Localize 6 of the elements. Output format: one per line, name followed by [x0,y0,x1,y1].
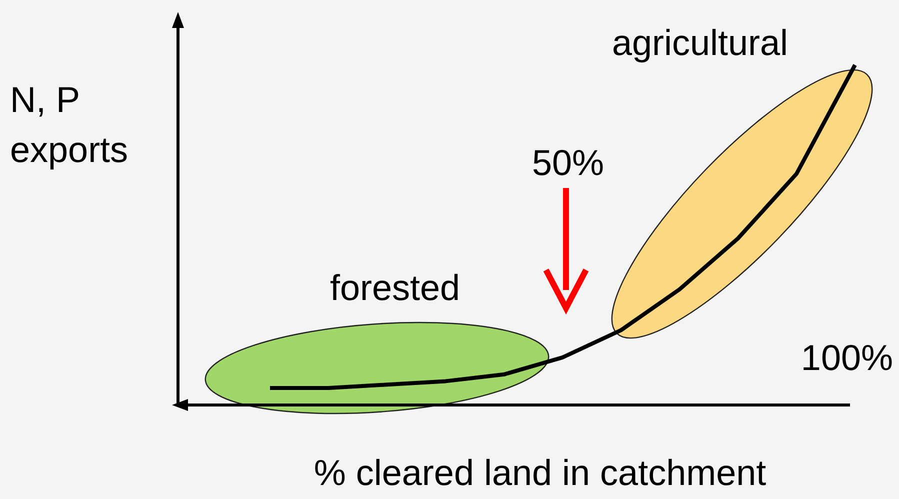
annotation: forested [330,267,460,308]
annotation: 50% [532,142,604,183]
annotation: 100% [800,337,893,378]
y-axis-title: N, P exports [10,79,128,170]
text: agricultural [612,22,788,63]
x-axis-title: % cleared land in catchment [314,452,766,493]
